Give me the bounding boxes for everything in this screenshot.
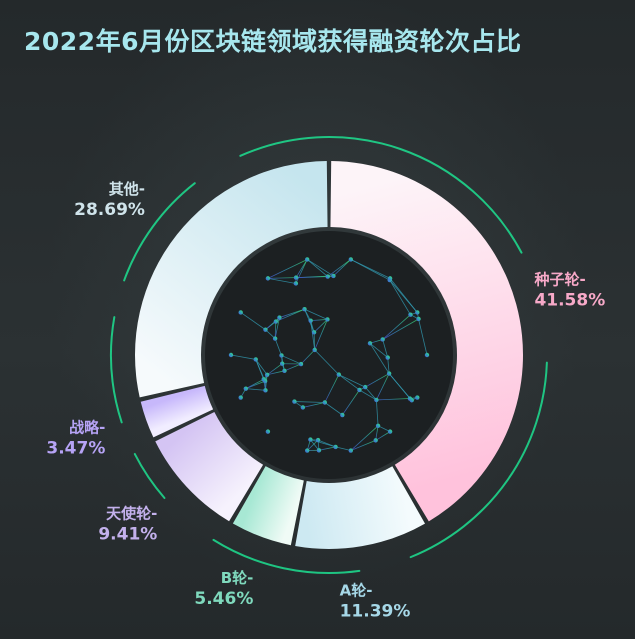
outer-ring-arc xyxy=(133,452,166,500)
slice-其他 xyxy=(135,161,328,398)
slice-label-value: 9.41% xyxy=(98,525,157,545)
outer-ring-arc xyxy=(239,136,523,254)
outer-ring-layer xyxy=(110,136,548,574)
slice-A轮 xyxy=(295,466,426,549)
slice-label-name: A轮- xyxy=(340,581,373,599)
slice-label-value: 28.69% xyxy=(74,200,145,220)
slice-label-value: 41.58% xyxy=(534,291,605,311)
slice-label-value: 5.46% xyxy=(194,589,253,609)
slice-B轮 xyxy=(232,466,304,546)
slice-战略 xyxy=(140,385,214,438)
slice-label-name: 种子轮- xyxy=(533,271,585,289)
outer-ring-arc xyxy=(123,182,196,282)
slice-label-name: 其他- xyxy=(109,180,145,198)
slices-layer xyxy=(135,161,523,549)
center-disc xyxy=(205,231,453,479)
slice-种子轮 xyxy=(330,161,523,522)
slice-label-value: 11.39% xyxy=(340,601,411,621)
slice-label-name: 天使轮- xyxy=(106,505,157,523)
outer-ring-arc xyxy=(409,361,548,559)
chart-title: 2022年6月份区块链领域获得融资轮次占比 xyxy=(24,27,522,56)
slice-天使轮 xyxy=(155,411,264,522)
outer-ring-arc xyxy=(212,538,361,574)
outer-ring-arc xyxy=(110,316,123,424)
slice-label-name: 战略- xyxy=(69,419,105,437)
center-core-layer xyxy=(205,231,453,479)
labels-layer: 种子轮- 41.58% A轮- 11.39% B轮- 5.46% 天使轮- 9.41% 战略- 3… xyxy=(46,180,605,621)
slice-label-value: 3.47% xyxy=(46,439,105,459)
slice-label-name: B轮- xyxy=(221,569,254,587)
network-sphere-graphic xyxy=(228,257,430,453)
